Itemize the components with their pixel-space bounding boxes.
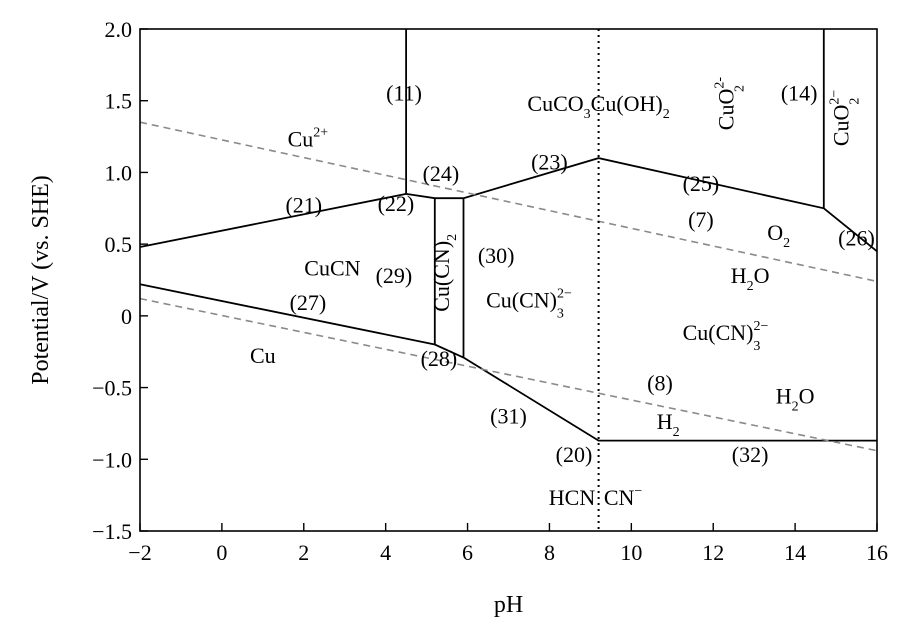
equation-label: (11)	[386, 81, 422, 106]
equation-label: (32)	[732, 442, 769, 467]
equation-label: (26)	[838, 226, 875, 251]
y-tick-label: 0.5	[105, 232, 133, 257]
species-label: Cu2+	[288, 126, 329, 152]
species-label: HCN	[549, 485, 596, 510]
species-label-rotated: Cu(CN)2	[429, 234, 460, 312]
x-tick-label: 0	[216, 540, 227, 565]
solid-boundary-5	[139, 283, 877, 442]
equation-label: (31)	[490, 403, 527, 428]
equation-label: (8)	[647, 370, 673, 395]
equation-label: (30)	[478, 243, 515, 268]
equation-label: (27)	[290, 290, 327, 315]
equation-label: (24)	[423, 161, 460, 186]
dashed-boundary-6	[139, 121, 878, 283]
species-label: H2	[657, 409, 680, 440]
y-tick-label: 1.0	[105, 160, 133, 185]
x-tick-label: 10	[620, 540, 642, 565]
equation-label: (21)	[285, 193, 322, 218]
species-label: H2O	[731, 263, 770, 294]
x-tick-label: 4	[380, 540, 391, 565]
equation-label: (23)	[531, 150, 568, 175]
x-tick-label: 8	[544, 540, 555, 565]
dashed-boundary-7	[139, 297, 878, 452]
species-label: CN−	[604, 484, 643, 510]
y-axis-label: Potential/V (vs. SHE)	[28, 175, 54, 385]
y-tick-label: −0.5	[92, 376, 132, 401]
species-label: CuCO3Cu(OH)2	[527, 91, 669, 122]
equation-label: (29)	[376, 263, 413, 288]
x-tick-label: 12	[702, 540, 724, 565]
y-tick-label: 0	[121, 304, 132, 329]
axis-ticks: −2 0 2 4 6 8 10 12 14 16 2.0 1.5 1.0 0.5 0 −0.5 −1.0 −1.5	[92, 17, 888, 565]
y-tick-label: −1.0	[92, 447, 132, 472]
y-tick-label: −1.5	[92, 519, 132, 544]
x-tick-label: −2	[128, 540, 151, 565]
y-tick-label: 2.0	[105, 17, 133, 42]
equation-label: (7)	[688, 207, 714, 232]
equation-label: (20)	[556, 442, 593, 467]
species-label: Cu(CN)2− 3	[683, 319, 769, 354]
species-label: H2O	[776, 383, 815, 414]
species-label: Cu(CN)2− 3	[486, 286, 572, 321]
x-tick-label: 14	[784, 540, 806, 565]
species-label: CuCN	[304, 256, 360, 281]
plot-frame	[139, 28, 878, 532]
diagram-labels: Cu2+ CuCN Cu CuCO3Cu(OH)2 Cu(CN)2− 3 Cu(CN)2− 3…	[250, 77, 875, 511]
species-label-rotated: CuO2- 2	[713, 77, 748, 131]
equation-label: (28)	[421, 346, 458, 371]
species-label-rotated: CuO2− 2	[827, 90, 862, 147]
boundary-lines	[139, 29, 878, 531]
x-tick-label: 16	[866, 540, 888, 565]
equation-label: (25)	[683, 171, 720, 196]
equation-label: (14)	[781, 81, 818, 106]
species-label: Cu	[250, 343, 276, 368]
x-tick-label: 6	[462, 540, 473, 565]
species-label: O2	[767, 220, 790, 251]
x-tick-label: 2	[298, 540, 309, 565]
equation-label: (22)	[378, 191, 415, 216]
x-axis-label: pH	[494, 592, 523, 618]
y-tick-label: 1.5	[105, 89, 133, 114]
